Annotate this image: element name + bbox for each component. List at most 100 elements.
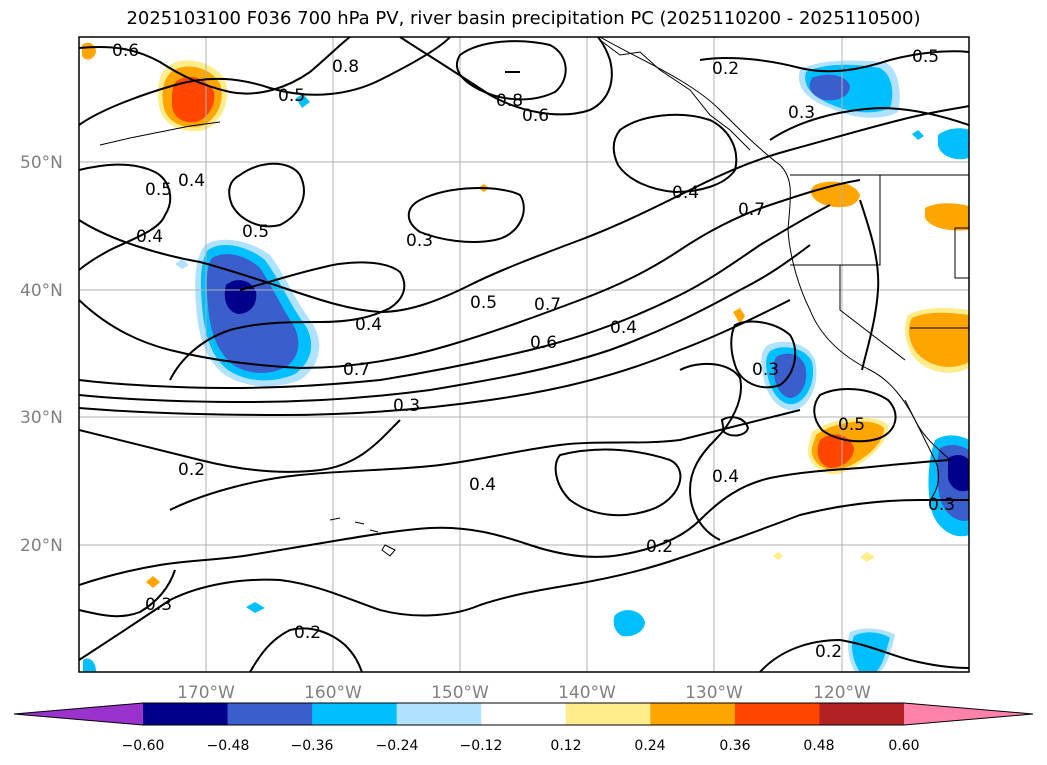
pv-contour xyxy=(679,362,742,541)
contour-label: 0.2 xyxy=(712,59,739,79)
precip-shading xyxy=(82,42,969,672)
lat-label: 30°N xyxy=(20,408,63,428)
contour-label: 0.3 xyxy=(406,231,433,251)
contour-label: 0.2 xyxy=(815,642,842,662)
lat-label: 40°N xyxy=(20,281,63,301)
contour-label: 0.4 xyxy=(610,318,637,338)
contour-label: 0.5 xyxy=(278,86,305,106)
contour-label: 0.3 xyxy=(145,595,172,615)
latitude-labels: 50°N 40°N 30°N 20°N xyxy=(20,153,63,556)
pv-contour xyxy=(169,261,406,381)
contour-label: 0.4 xyxy=(712,467,739,487)
precip-patch-negative xyxy=(938,128,969,160)
pv-contour xyxy=(399,37,613,116)
aleutian-islands xyxy=(99,121,221,146)
pv-contour xyxy=(79,419,401,473)
precip-patch-positive xyxy=(146,576,160,588)
contour-label: 0.4 xyxy=(178,171,205,191)
pv-contour xyxy=(79,37,351,95)
hawaii-islands xyxy=(329,517,396,557)
precip-patch-negative xyxy=(912,130,924,140)
pv-contour xyxy=(169,409,801,511)
graticule xyxy=(79,37,969,672)
pv-contour xyxy=(79,105,969,314)
precip-patch-negative xyxy=(613,610,645,637)
pv-contours xyxy=(79,37,969,672)
pv-contour xyxy=(79,37,451,126)
contour-label: 0.4 xyxy=(355,315,382,335)
pv-contour xyxy=(79,499,969,661)
contour-label: 0.8 xyxy=(496,91,523,111)
contour-label: 0.3 xyxy=(752,360,779,380)
contour-label: 0.3 xyxy=(928,495,955,515)
contour-label: 0.7 xyxy=(343,360,370,380)
alaska-panhandle xyxy=(599,39,751,151)
pv-contour xyxy=(407,187,525,243)
precip-patch-negative xyxy=(246,602,265,613)
lon-label: 160°W xyxy=(304,683,362,703)
pv-contour xyxy=(612,113,738,194)
state-borders xyxy=(790,175,969,361)
contour-label: 0.6 xyxy=(522,106,549,126)
pv-contour xyxy=(813,388,897,443)
precip-patch-positive xyxy=(172,76,215,123)
pv-contour xyxy=(228,162,305,228)
contour-label: 0.5 xyxy=(470,293,497,313)
pv-contour xyxy=(249,627,363,672)
precip-patch-positive xyxy=(908,312,969,367)
longitude-labels: 170°W 160°W 150°W 140°W 130°W 120°W xyxy=(177,683,871,703)
pv-contour xyxy=(79,204,831,390)
pv-contour xyxy=(859,199,880,371)
precip-patch-positive xyxy=(817,434,854,468)
precip-patch-positive xyxy=(925,203,969,231)
pv-contour xyxy=(720,416,750,437)
lon-label: 150°W xyxy=(431,683,489,703)
precip-patch-positive xyxy=(733,308,745,324)
precip-patch-positive xyxy=(773,552,783,560)
contour-label: 0.5 xyxy=(838,415,865,435)
contour-label: 0.4 xyxy=(469,475,496,495)
contour-label: 0.6 xyxy=(530,333,557,353)
pv-contour xyxy=(79,459,951,586)
contour-labels: 0.6 0.8 0.5 0.4 0.5 0.4 0.5 0.3 0.8 0.6 … xyxy=(112,41,955,662)
precip-patch-negative xyxy=(83,658,96,672)
contour-label: 0.2 xyxy=(646,537,673,557)
pv-contour xyxy=(455,40,567,101)
contour-label: 0.2 xyxy=(178,460,205,480)
contour-label: 0.3 xyxy=(788,103,815,123)
contour-label: 0.8 xyxy=(332,57,359,77)
lat-label: 20°N xyxy=(20,536,63,556)
contour-label: 0.6 xyxy=(112,41,139,61)
coastline-north-america xyxy=(599,37,951,461)
pv-contour xyxy=(79,244,811,404)
contour-label: 0.4 xyxy=(136,227,163,247)
pv-contour xyxy=(769,106,969,141)
map-title: 2025103100 F036 700 hPa PV, river basin … xyxy=(126,8,921,29)
coastlines xyxy=(99,37,969,557)
contour-label: 0.7 xyxy=(738,200,765,220)
precip-patch-positive xyxy=(82,42,96,60)
lon-label: 170°W xyxy=(177,683,235,703)
contour-label: 0.2 xyxy=(294,623,321,643)
pv-contour xyxy=(759,638,969,672)
pv-contour xyxy=(79,299,791,417)
precip-patch-positive xyxy=(860,552,875,562)
baja-california xyxy=(904,399,940,501)
contour-label: 0.5 xyxy=(912,47,939,67)
precip-patch-negative xyxy=(948,454,969,492)
contour-label: 0.7 xyxy=(534,295,561,315)
pv-contour xyxy=(730,320,797,389)
pv-contour xyxy=(554,448,682,517)
pv-contour xyxy=(79,163,172,271)
pv-contour xyxy=(79,569,176,618)
map-frame xyxy=(78,36,970,673)
precip-patch-negative xyxy=(809,74,850,101)
contour-label: 0.3 xyxy=(393,396,420,416)
lon-label: 130°W xyxy=(685,683,743,703)
precip-patch-negative xyxy=(296,94,310,108)
pv-contour xyxy=(79,179,861,370)
lat-label: 50°N xyxy=(20,153,63,173)
contour-label: 0.5 xyxy=(242,222,269,242)
precip-patch-negative xyxy=(852,632,890,672)
